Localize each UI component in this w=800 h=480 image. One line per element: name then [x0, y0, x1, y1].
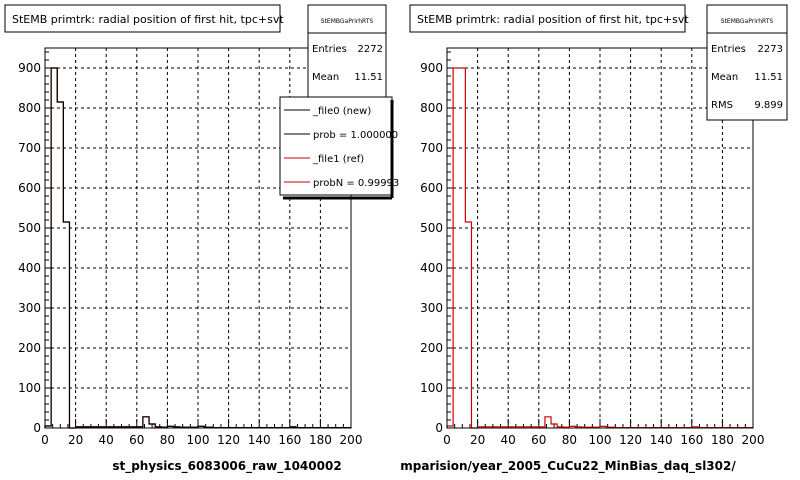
- y-tick-label: 300: [420, 301, 443, 315]
- x-tick-label: 60: [531, 433, 546, 447]
- stats-entries-label: Entries: [711, 44, 746, 55]
- x-tick-label: 160: [278, 433, 301, 447]
- y-tick-label: 500: [420, 221, 443, 235]
- y-tick-label: 700: [18, 141, 41, 155]
- title-box: StEMB primtrk: radial position of first …: [409, 4, 689, 33]
- y-tick-label: 700: [420, 141, 443, 155]
- plot-frame: [446, 47, 754, 429]
- y-tick-label: 200: [420, 341, 443, 355]
- stats-mean-value: 11.51: [754, 72, 783, 83]
- x-tick-label: 120: [217, 433, 240, 447]
- x-tick-label: 180: [711, 433, 734, 447]
- stats-entries-value: 2272: [358, 44, 383, 55]
- stats-mean-label: Mean: [711, 72, 738, 83]
- x-tick-label: 100: [589, 433, 612, 447]
- stats-entries-value: 2273: [758, 44, 783, 55]
- x-axis-label: st_physics_6083006_raw_1040002: [112, 459, 341, 474]
- legend-label-1: prob = 1.000000: [313, 130, 398, 141]
- title-box: StEMB primtrk: radial position of first …: [4, 4, 284, 33]
- x-tick-label: 80: [562, 433, 577, 447]
- x-tick-label: 40: [501, 433, 516, 447]
- x-tick-label: 20: [470, 433, 485, 447]
- y-tick-label: 0: [435, 421, 443, 435]
- y-tick-label: 800: [18, 101, 41, 115]
- x-tick-label: 200: [340, 433, 363, 447]
- y-tick-label: 900: [18, 61, 41, 75]
- stats-box: StEMBGaPrirhRTS Entries 2272 Mean 11.51: [307, 4, 387, 101]
- x-axis-label: mparision/year_2005_CuCu22_MinBias_daq_s…: [400, 459, 736, 474]
- y-tick-label: 600: [420, 181, 443, 195]
- x-tick-label: 0: [443, 433, 451, 447]
- y-tick-label: 500: [18, 221, 41, 235]
- x-tick-label: 60: [129, 433, 144, 447]
- x-tick-label: 200: [742, 433, 765, 447]
- stats-name: StEMBGaPrirhRTS: [721, 18, 774, 25]
- stats-name: StEMBGaPrirhRTS: [321, 18, 374, 25]
- x-tick-label: 140: [248, 433, 271, 447]
- legend-label-3: probN = 0.99993: [313, 178, 399, 189]
- x-tick-label: 160: [680, 433, 703, 447]
- legend-label-2: _file1 (ref): [312, 154, 364, 165]
- x-tick-label: 100: [187, 433, 210, 447]
- x-tick-label: 180: [309, 433, 332, 447]
- plot-frame: [44, 47, 352, 429]
- stats-rms-value: 9.899: [754, 100, 783, 111]
- stats-entries-label: Entries: [312, 44, 347, 55]
- x-tick-label: 0: [41, 433, 49, 447]
- legend: _file0 (new) prob = 1.000000 _file1 (ref…: [279, 96, 399, 200]
- histogram-panel-right: StEMB primtrk: radial position of first …: [400, 4, 788, 474]
- y-tick-label: 100: [420, 381, 443, 395]
- x-tick-label: 140: [650, 433, 673, 447]
- x-tick-label: 80: [160, 433, 175, 447]
- y-tick-label: 600: [18, 181, 41, 195]
- y-tick-label: 900: [420, 61, 443, 75]
- stats-mean-value: 11.51: [354, 72, 383, 83]
- y-tick-label: 400: [420, 261, 443, 275]
- x-tick-label: 20: [68, 433, 83, 447]
- y-tick-label: 400: [18, 261, 41, 275]
- x-tick-label: 120: [619, 433, 642, 447]
- stats-mean-label: Mean: [312, 72, 339, 83]
- y-tick-label: 100: [18, 381, 41, 395]
- plot-area: 0 20 40 60 80 100 120 140 160 180 200 0 100 200 300 400…: [420, 47, 765, 447]
- x-tick-label: 40: [99, 433, 114, 447]
- stats-box: StEMBGaPrirhRTS Entries 2273 Mean 11.51 …: [706, 4, 788, 121]
- y-tick-label: 800: [420, 101, 443, 115]
- y-tick-label: 0: [33, 421, 41, 435]
- histogram-panel-left: StEMB primtrk: radial position of first …: [4, 4, 399, 474]
- legend-label-0: _file0 (new): [312, 106, 371, 117]
- stats-rms-label: RMS: [711, 100, 733, 111]
- y-tick-label: 300: [18, 301, 41, 315]
- y-tick-label: 200: [18, 341, 41, 355]
- chart-title: StEMB primtrk: radial position of first …: [417, 13, 689, 26]
- chart-title: StEMB primtrk: radial position of first …: [12, 13, 284, 26]
